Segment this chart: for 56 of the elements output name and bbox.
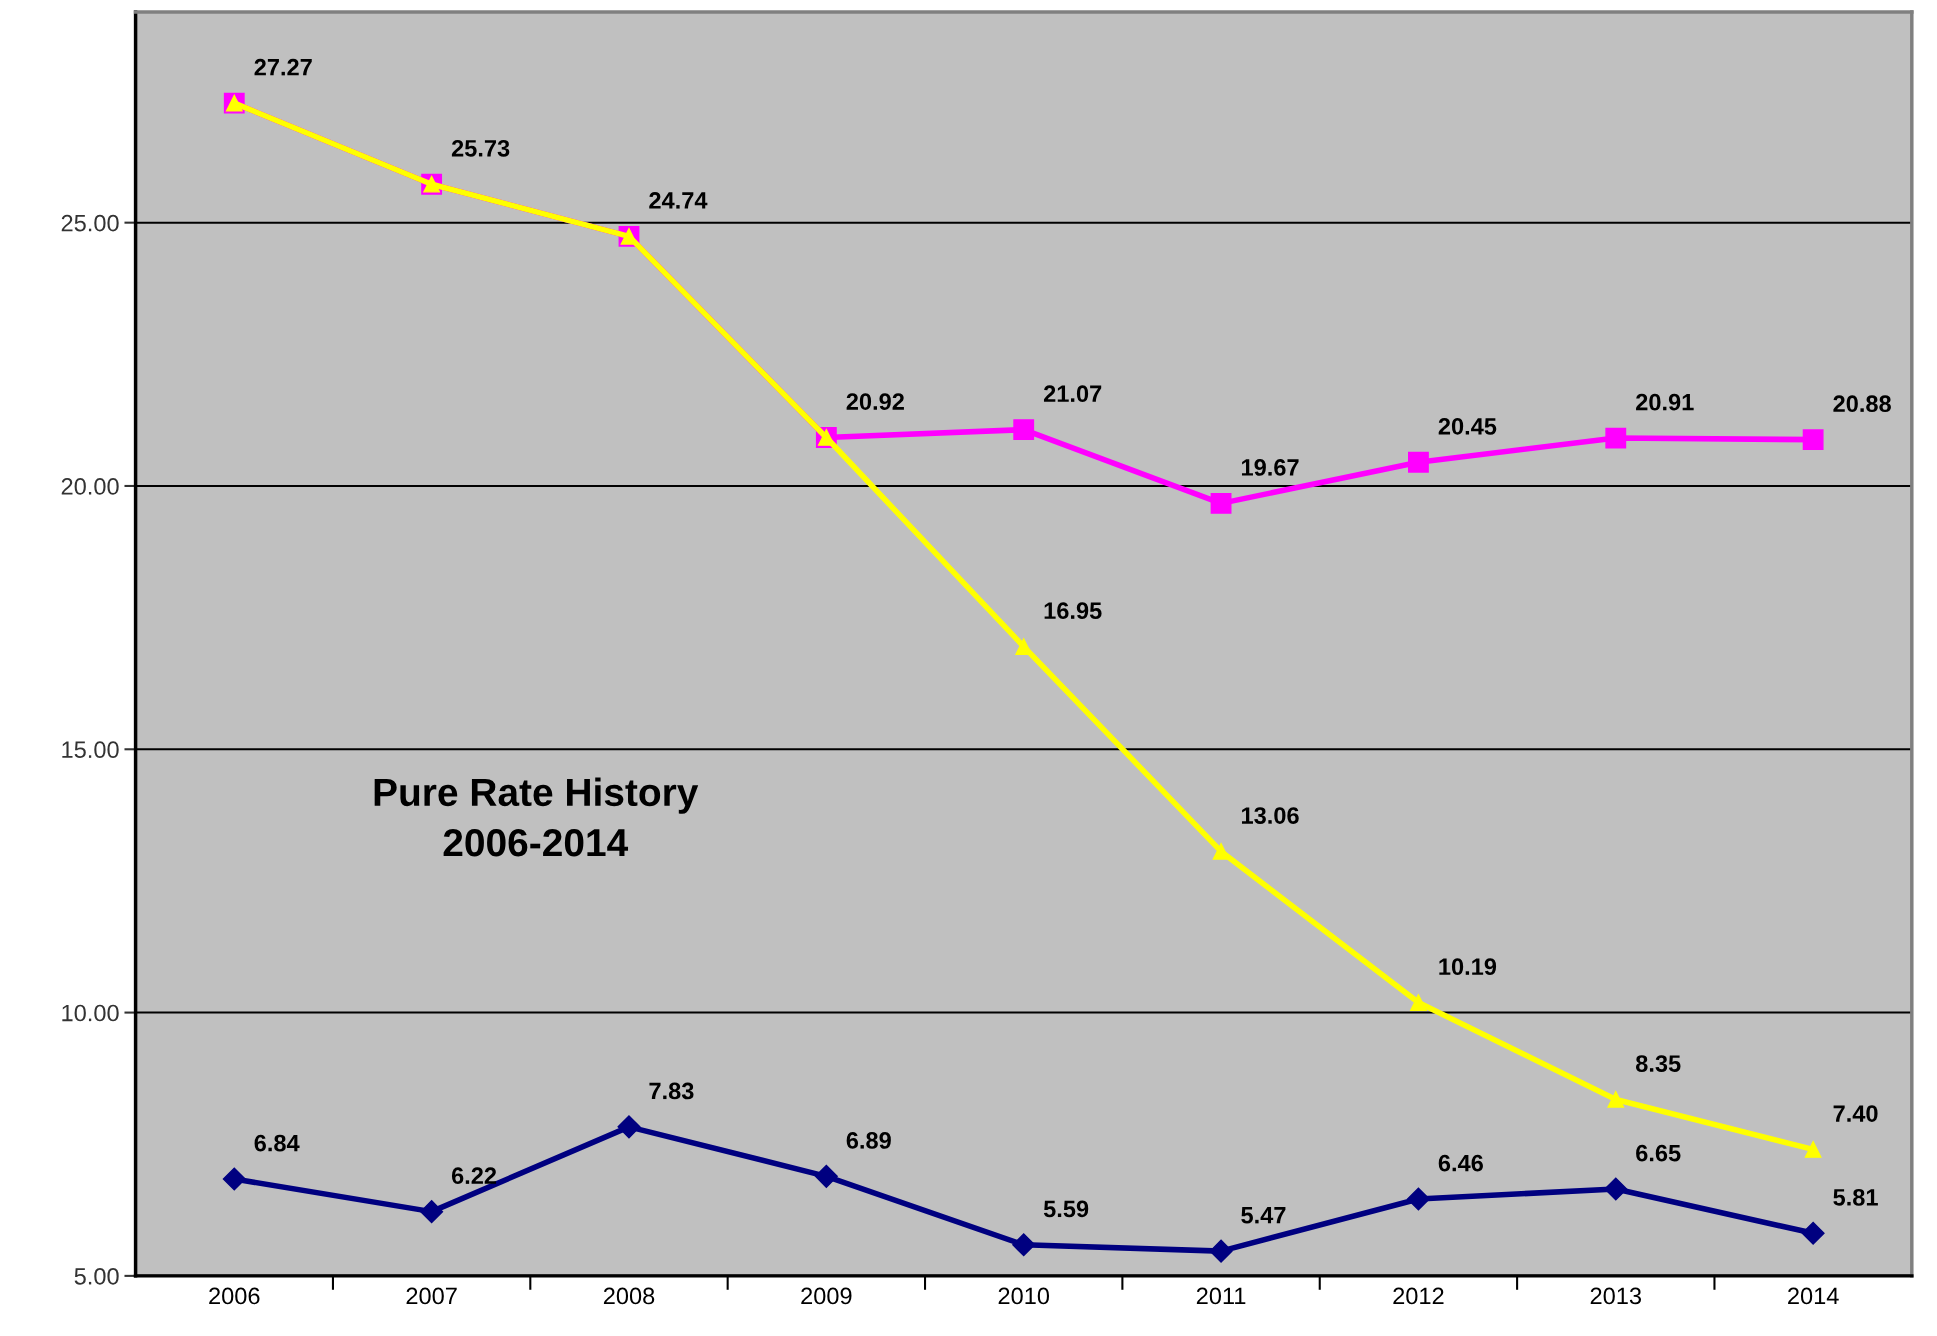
data-label: 8.35 [1635, 1055, 1681, 1072]
y-tick-label: 5.00 [74, 1267, 119, 1285]
y-tick-label: 20.00 [61, 478, 119, 495]
data-label: 21.07 [1043, 385, 1102, 403]
point [1406, 1187, 1430, 1211]
point [1013, 419, 1035, 441]
x-tick-label: 2006 [209, 1287, 260, 1305]
data-label: 7.83 [649, 1082, 694, 1100]
data-label: 5.81 [1833, 1188, 1878, 1206]
x-tick-label: 2011 [1196, 1287, 1246, 1305]
point [222, 1167, 246, 1191]
data-label: 20.45 [1438, 418, 1497, 435]
point [1801, 1221, 1825, 1245]
data-label: 6.84 [254, 1134, 300, 1152]
data-label: 27.27 [254, 58, 312, 76]
x-tick-label: 2010 [998, 1287, 1050, 1305]
data-label: 20.91 [1636, 393, 1694, 411]
y-tick-label: 15.00 [62, 741, 119, 759]
x-tick-label: 2009 [801, 1287, 852, 1305]
data-label: 10.19 [1439, 958, 1497, 976]
point [1605, 427, 1627, 449]
data-label: 25.73 [451, 139, 510, 157]
x-tick-label: 2013 [1590, 1287, 1642, 1305]
y-tick-label: 25.00 [61, 214, 119, 232]
point [617, 1115, 641, 1139]
data-label: 24.74 [649, 192, 708, 209]
x-tick-label: 2014 [1788, 1287, 1839, 1305]
point [420, 1200, 444, 1224]
point [1209, 1239, 1233, 1263]
data-label: 16.95 [1044, 602, 1102, 620]
point [1410, 994, 1427, 1011]
point [1604, 1177, 1628, 1201]
point [1212, 843, 1230, 860]
data-label: 13.06 [1241, 807, 1299, 824]
text: Pure Rate History 2006-2014 [374, 777, 699, 857]
point [1804, 1141, 1822, 1158]
point [814, 1164, 838, 1188]
data-label: 20.92 [846, 393, 904, 410]
point [1012, 1233, 1036, 1257]
data-label: 7.40 [1833, 1105, 1878, 1122]
data-label: 5.47 [1241, 1207, 1286, 1224]
data-label: 6.22 [451, 1167, 497, 1185]
data-label: 19.67 [1241, 459, 1299, 476]
data-label: 6.46 [1438, 1154, 1483, 1172]
data-label: 6.65 [1636, 1144, 1681, 1162]
point [1802, 429, 1824, 451]
point [1607, 1091, 1625, 1108]
y-tick-label: 10.00 [62, 1004, 119, 1022]
point [1210, 492, 1232, 514]
data-label: 20.88 [1833, 395, 1891, 413]
x-tick-label: 2007 [406, 1287, 457, 1305]
data-label: 6.89 [846, 1132, 891, 1149]
point [1407, 451, 1429, 473]
data-label: 5.59 [1043, 1200, 1089, 1218]
x-tick-label: 2012 [1393, 1287, 1444, 1305]
x-tick-label: 2008 [603, 1287, 655, 1305]
